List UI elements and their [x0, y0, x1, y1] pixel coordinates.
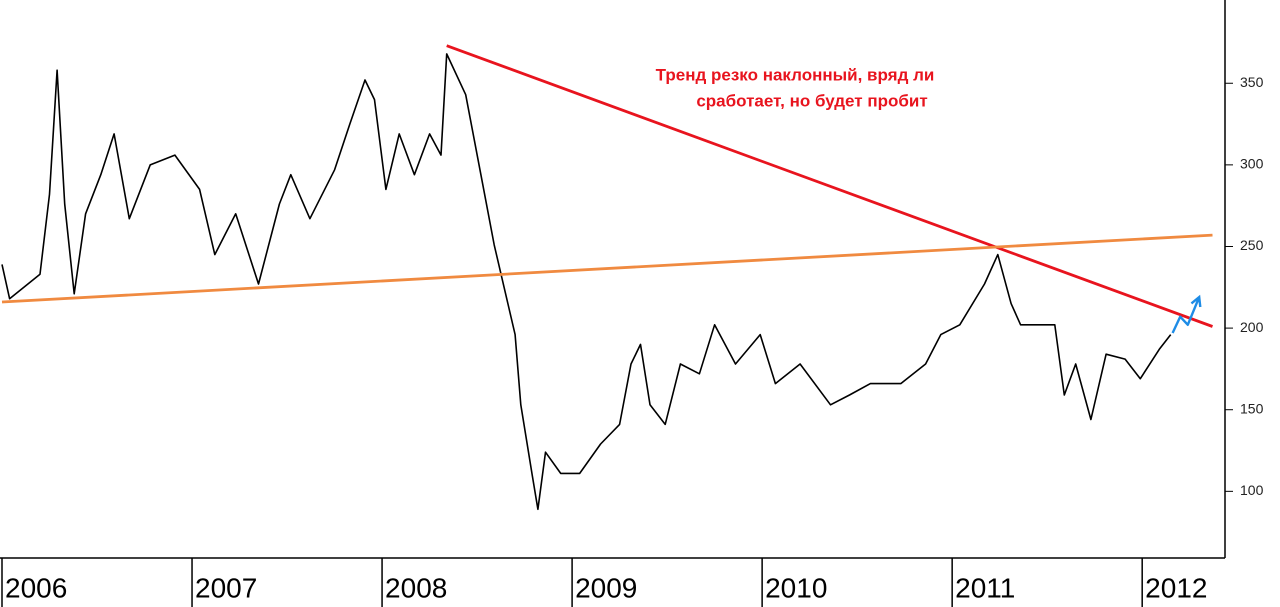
x-tick-label: 2006 [5, 572, 67, 603]
x-tick-label: 2009 [575, 572, 637, 603]
x-tick-label: 2011 [955, 572, 1015, 603]
y-tick-label: 150 [1240, 400, 1264, 416]
x-tick-label: 2007 [195, 572, 257, 603]
y-tick-label: 100 [1240, 482, 1264, 498]
y-tick-label: 300 [1240, 156, 1264, 172]
y-tick-label: 350 [1240, 74, 1264, 90]
x-tick-label: 2008 [385, 572, 447, 603]
annotation: Тренд резко наклонный, вряд ли [656, 65, 935, 84]
y-tick-label: 250 [1240, 237, 1264, 253]
x-tick-label: 2010 [765, 572, 827, 603]
series-line [446, 44, 1213, 328]
series-line [1171, 296, 1201, 334]
arrow-head [1190, 294, 1202, 308]
series-line [1, 53, 1172, 511]
series-line [1, 233, 1213, 304]
annotation: сработает, но будет пробит [696, 91, 927, 110]
x-tick-label: 2012 [1145, 572, 1207, 603]
y-tick-label: 200 [1240, 319, 1264, 335]
